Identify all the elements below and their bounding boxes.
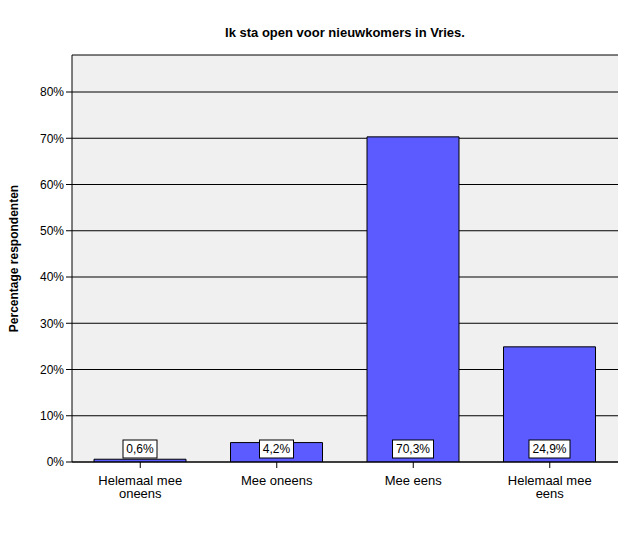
svg-text:70,3%: 70,3% [396, 442, 430, 456]
svg-text:60%: 60% [40, 178, 64, 192]
svg-text:70%: 70% [40, 132, 64, 146]
svg-text:80%: 80% [40, 85, 64, 99]
html-text:Ik sta open voor nieuwkomers i: Ik sta open voor nieuwkomers in Vries. [225, 25, 465, 40]
svg-text:Percentage respondenten: Percentage respondenten [8, 185, 21, 332]
svg-text:Mee oneens: Mee oneens [241, 473, 313, 488]
svg-text:0,6%: 0,6% [126, 442, 154, 456]
svg-text:40%: 40% [40, 270, 64, 284]
svg-text:10%: 10% [40, 409, 64, 423]
svg-text:50%: 50% [40, 224, 64, 238]
svg-text:Helemaal meeoneens: Helemaal meeoneens [98, 473, 182, 501]
svg-text:20%: 20% [40, 363, 64, 377]
svg-text:24,9%: 24,9% [532, 442, 566, 456]
svg-text:Mee eens: Mee eens [385, 473, 443, 488]
svg-text:30%: 30% [40, 317, 64, 331]
svg-text:Helemaal meeeens: Helemaal meeeens [508, 473, 592, 501]
svg-text:0%: 0% [47, 455, 65, 469]
svg-text:4,2%: 4,2% [263, 442, 291, 456]
